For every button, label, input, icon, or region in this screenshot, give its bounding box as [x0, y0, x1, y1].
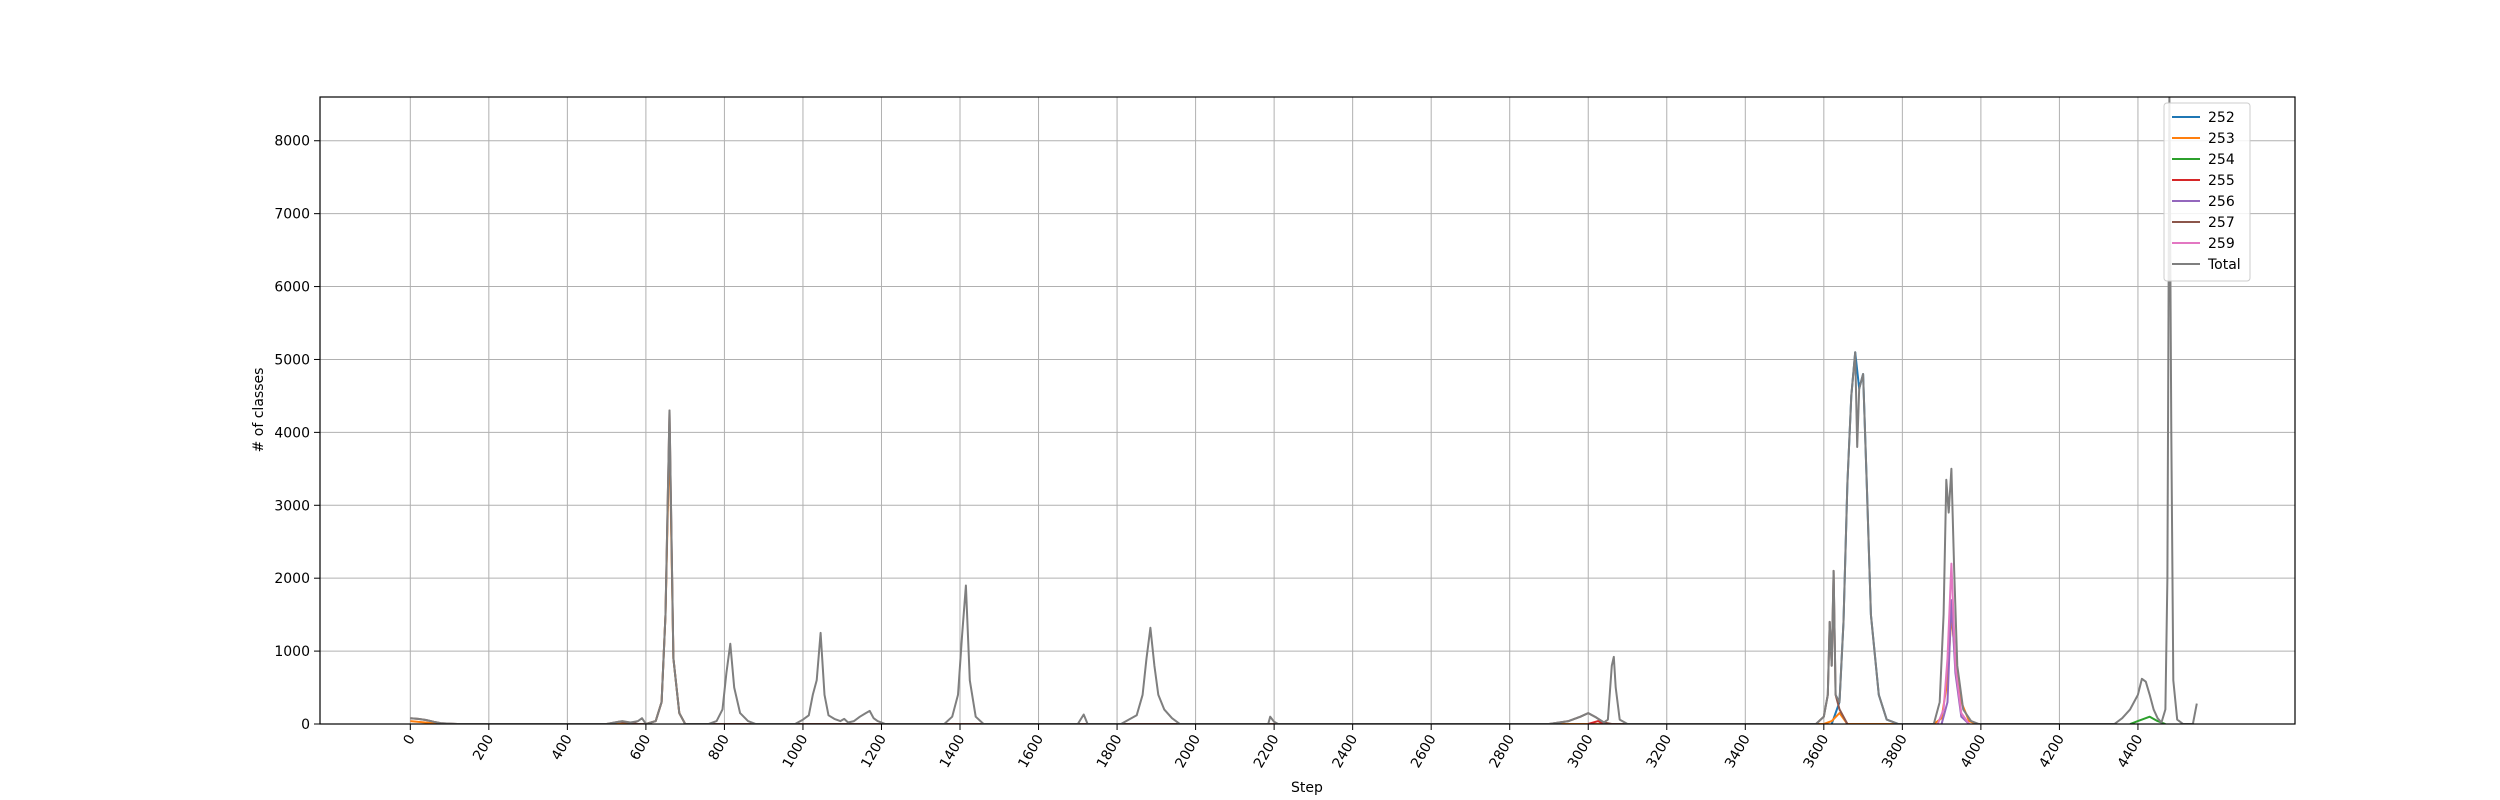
legend: 252 253 254 255 256 257 259 Total: [2163, 102, 2251, 282]
y-tick-label: 1000: [274, 644, 310, 660]
legend-label: 255: [2208, 173, 2235, 189]
x-axis-label: Step: [1291, 780, 1323, 796]
y-tick-label: 6000: [274, 280, 310, 296]
series-lines: [410, 97, 2198, 724]
legend-label: 257: [2208, 215, 2235, 231]
y-tick-label: 4000: [274, 425, 310, 441]
series-line-259: [1936, 562, 1970, 724]
y-axis-label: # of classes: [251, 368, 267, 453]
legend-label: Total: [2207, 257, 2241, 273]
legend-label: 252: [2208, 110, 2235, 126]
series-line-255: [1587, 720, 1605, 724]
legend-box: [2163, 102, 2251, 282]
y-tick-label: 2000: [274, 571, 310, 587]
grid: [320, 97, 2295, 725]
y-tick-label: 8000: [274, 134, 310, 150]
y-tick-label: 5000: [274, 352, 310, 368]
legend-label: 259: [2208, 236, 2235, 252]
y-tick-label: 3000: [274, 498, 310, 514]
legend-label: 253: [2208, 131, 2235, 147]
y-tick-label: 7000: [274, 207, 310, 223]
y-tick-label: 0: [301, 717, 310, 733]
plot-frame: [319, 96, 2296, 725]
legend-label: 256: [2208, 194, 2235, 210]
legend-label: 254: [2208, 152, 2235, 168]
series-line-total: [410, 97, 2198, 724]
y-axis-ticks: 0 1000 2000 3000 4000 5000 6000 7000 8000: [274, 134, 320, 733]
